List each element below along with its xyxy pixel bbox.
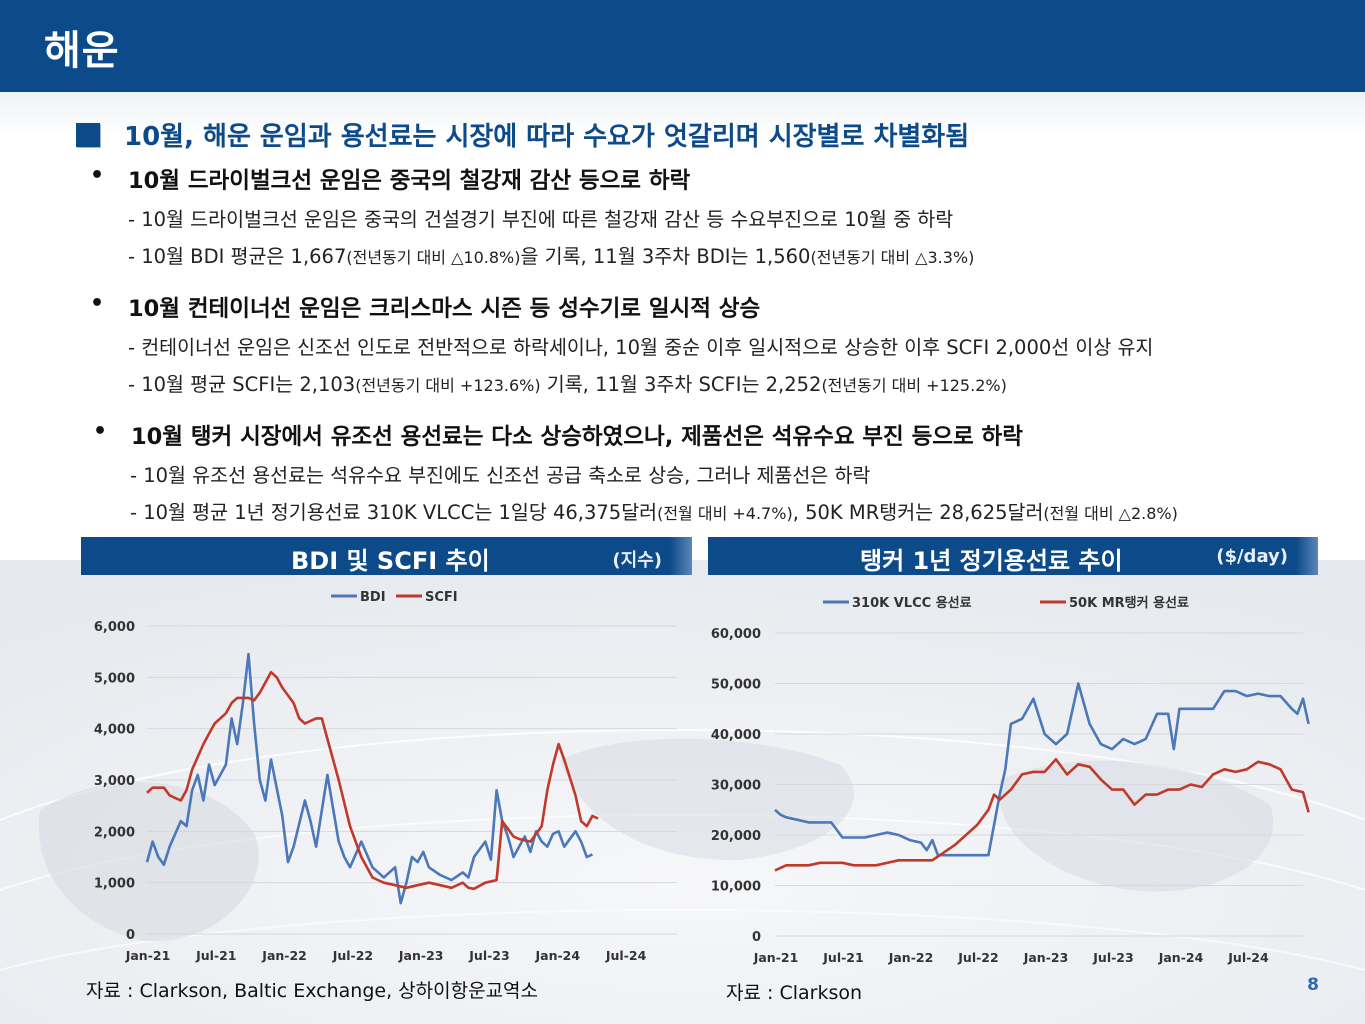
x-tick-label: Jan-24 <box>1158 950 1204 965</box>
series-line-0 <box>774 682 1310 857</box>
section-line: - 10월 드라이벌크선 운임은 중국의 건설경기 부진에 따른 철강재 감산 … <box>128 208 954 231</box>
x-tick-label: Jan-22 <box>888 950 934 965</box>
page-number: 8 <box>1307 975 1319 995</box>
x-tick-label: Jan-23 <box>1023 950 1069 965</box>
section-bullet-1: • 10월 드라이벌크선 운임은 중국의 철강재 감산 등으로 하락 <box>90 163 691 195</box>
x-tick-label: Jan-21 <box>125 948 171 963</box>
x-tick-label: Jul-24 <box>1227 950 1269 965</box>
header-gradient-band <box>0 92 1365 137</box>
line-part: - 10월 평균 1년 정기용선료 310K VLCC는 1일당 46,375달… <box>130 501 658 524</box>
bullet-dot-icon: • <box>90 291 105 316</box>
left-source-note: 자료 : Clarkson, Baltic Exchange, 상하이항운교역소 <box>86 980 539 1002</box>
bullet-dot-icon: • <box>93 419 108 444</box>
line-note: (전년동기 대비 +123.6%) <box>355 376 541 395</box>
y-tick-label: 4,000 <box>94 723 135 738</box>
bullet-dot-icon: • <box>90 163 105 188</box>
x-tick-label: Jan-21 <box>753 950 799 965</box>
line-note: (전년동기 대비 △10.8%) <box>346 248 521 267</box>
line-part: , 50K MR탱커는 28,625달러 <box>792 501 1044 524</box>
x-tick-label: Jul-21 <box>822 950 863 965</box>
x-tick-label: Jul-23 <box>1092 950 1133 965</box>
section-bullet-text: 10월 컨테이너선 운임은 크리스마스 시즌 등 성수기로 일시적 상승 <box>128 296 761 322</box>
y-tick-label: 40,000 <box>711 728 761 743</box>
series-line-1 <box>774 758 1310 872</box>
line-part: 기록, 11월 3주차 SCFI는 2,252 <box>540 373 822 396</box>
x-tick-label: Jul-22 <box>957 950 998 965</box>
left-chart-unit: (지수) <box>612 550 662 571</box>
page-title: 해운 <box>44 28 120 74</box>
y-tick-label: 2,000 <box>94 825 135 840</box>
line-part: - 10월 평균 SCFI는 2,103 <box>128 373 356 396</box>
section-bullet-text: 10월 탱커 시장에서 유조선 용선료는 다소 상승하였으나, 제품선은 석유수… <box>131 424 1023 450</box>
legend-label: 50K MR탱커 용선료 <box>1069 595 1189 611</box>
y-tick-label: 0 <box>126 928 135 943</box>
y-tick-label: 0 <box>752 930 761 945</box>
right-source-note: 자료 : Clarkson <box>726 982 863 1004</box>
headline-text: 10월, 해운 운임과 용선료는 시장에 따라 수요가 엇갈리며 시장별로 차별… <box>124 122 970 152</box>
right-chart-header: 탱커 1년 정기용선료 추이 ($/day) <box>708 537 1318 575</box>
line-note: (전년동기 대비 △3.3%) <box>810 248 975 267</box>
right-chart-title: 탱커 1년 정기용선료 추이 <box>860 547 1123 575</box>
y-tick-label: 30,000 <box>711 779 761 794</box>
series-line-0 <box>145 652 593 905</box>
left-chart-title: BDI 및 SCFI 추이 <box>291 547 490 575</box>
section-bullet-text: 10월 드라이벌크선 운임은 중국의 철강재 감산 등으로 하락 <box>128 168 691 194</box>
line-part: - 10월 BDI 평균은 1,667 <box>128 245 347 268</box>
x-tick-label: Jan-23 <box>398 948 444 963</box>
section-bullet-2: • 10월 컨테이너선 운임은 크리스마스 시즌 등 성수기로 일시적 상승 <box>90 291 761 323</box>
section-bullet-3: • 10월 탱커 시장에서 유조선 용선료는 다소 상승하였으나, 제품선은 석… <box>93 419 1023 451</box>
x-tick-label: Jul-21 <box>195 948 236 963</box>
world-map-background <box>0 560 1365 1024</box>
section-line: - 10월 BDI 평균은 1,667(전년동기 대비 △10.8%)을 기록,… <box>128 240 974 269</box>
y-tick-label: 50,000 <box>711 678 761 693</box>
section-line: - 컨테이너선 운임은 신조선 인도로 전반적으로 하락세이나, 10월 중순 … <box>128 336 1154 359</box>
section-line: - 10월 유조선 용선료는 석유수요 부진에도 신조선 공급 축소로 상승, … <box>130 464 871 487</box>
y-tick-label: 3,000 <box>94 774 135 789</box>
left-chart-header: BDI 및 SCFI 추이 (지수) <box>81 537 692 575</box>
line-part: 을 기록, 11월 3주차 BDI는 1,560 <box>520 245 811 268</box>
y-tick-label: 6,000 <box>94 620 135 635</box>
line-note: (전월 대비 △2.8%) <box>1043 504 1178 523</box>
legend-label: 310K VLCC 용선료 <box>852 595 972 611</box>
header-bar: 해운 <box>0 0 1365 92</box>
y-tick-label: 10,000 <box>711 880 761 895</box>
headline: 10월, 해운 운임과 용선료는 시장에 따라 수요가 엇갈리며 시장별로 차별… <box>76 116 969 153</box>
legend-label: BDI <box>360 590 386 605</box>
square-bullet-icon <box>76 122 100 147</box>
x-tick-label: Jan-22 <box>261 948 307 963</box>
legend-label: SCFI <box>425 590 458 605</box>
x-tick-label: Jul-23 <box>468 948 509 963</box>
y-tick-label: 5,000 <box>94 671 135 686</box>
x-tick-label: Jan-24 <box>535 948 581 963</box>
section-line: - 10월 평균 1년 정기용선료 310K VLCC는 1일당 46,375달… <box>130 496 1178 525</box>
series-line-1 <box>146 670 599 891</box>
right-chart-unit: ($/day) <box>1216 546 1288 567</box>
x-tick-label: Jul-24 <box>605 948 647 963</box>
x-tick-label: Jul-22 <box>332 948 373 963</box>
section-line: - 10월 평균 SCFI는 2,103(전년동기 대비 +123.6%) 기록… <box>128 368 1007 397</box>
bdi-scfi-line-chart: 0 1,000 2,000 3,000 4,000 5,000 6,000 Jan-21 Jul… <box>94 590 677 963</box>
y-tick-label: 1,000 <box>94 877 135 892</box>
y-tick-label: 60,000 <box>711 627 761 642</box>
line-note: (전월 대비 +4.7%) <box>657 504 793 523</box>
tanker-charter-line-chart: 0 10,000 20,000 30,000 40,000 50,000 60,000 Jan… <box>711 595 1310 965</box>
line-note: (전년동기 대비 +125.2%) <box>821 376 1007 395</box>
y-tick-label: 20,000 <box>711 829 761 844</box>
